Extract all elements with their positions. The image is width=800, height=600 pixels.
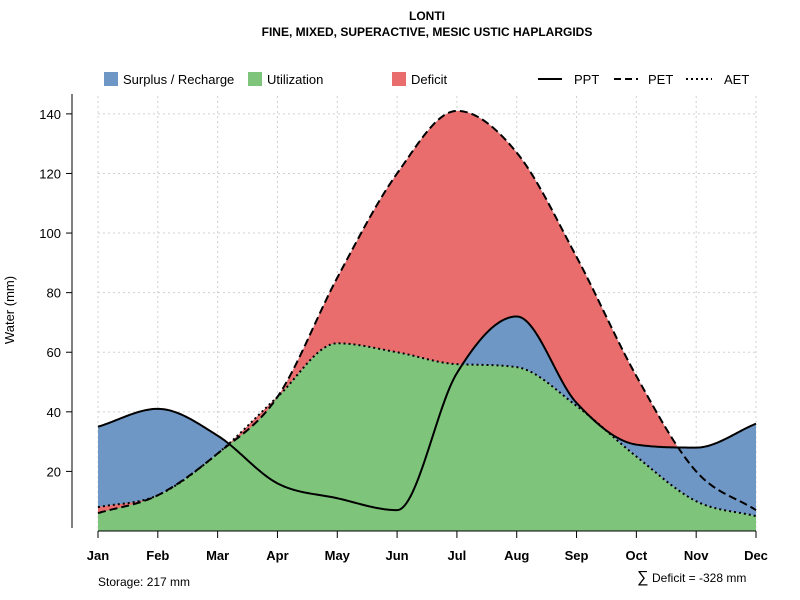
y-tick-label: 60 bbox=[47, 345, 61, 360]
legend-label-surplus: Surplus / Recharge bbox=[123, 72, 234, 87]
legend-label-pet: PET bbox=[648, 72, 673, 87]
x-tick-label: Dec bbox=[744, 548, 768, 563]
x-tick-label: Mar bbox=[206, 548, 229, 563]
area-utilization bbox=[98, 343, 756, 531]
x-tick-label: Aug bbox=[504, 548, 529, 563]
storage-note: Storage: 217 mm bbox=[98, 575, 190, 589]
area-layer bbox=[98, 110, 756, 531]
legend-swatch-utilization bbox=[248, 72, 262, 86]
line-layer bbox=[97, 109, 757, 518]
y-tick-label: 20 bbox=[47, 464, 61, 479]
y-ticks: 20 40 60 80 100 120 140 bbox=[39, 107, 72, 479]
legend-label-utilization: Utilization bbox=[267, 72, 323, 87]
legend-label-deficit: Deficit bbox=[411, 72, 448, 87]
legend: Surplus / Recharge Utilization Deficit P… bbox=[104, 72, 749, 87]
x-ticks: Jan Feb Mar Apr May Jun Jul Aug Sep Oct Nov Dec bbox=[87, 531, 768, 563]
y-tick-label: 140 bbox=[39, 107, 61, 122]
legend-swatch-deficit bbox=[392, 72, 406, 86]
x-tick-label: Apr bbox=[266, 548, 288, 563]
x-tick-label: Sep bbox=[565, 548, 589, 563]
sum-icon: ∑ bbox=[637, 569, 648, 586]
axes bbox=[71, 94, 756, 532]
x-tick-label: Nov bbox=[684, 548, 709, 563]
y-tick-label: 80 bbox=[47, 286, 61, 301]
y-tick-label: 120 bbox=[39, 166, 61, 181]
series-line-aet bbox=[97, 342, 757, 518]
chart-subtitle: FINE, MIXED, SUPERACTIVE, MESIC USTIC HA… bbox=[262, 25, 593, 39]
x-tick-label: May bbox=[325, 548, 351, 563]
legend-swatch-surplus bbox=[104, 72, 118, 86]
x-tick-label: Feb bbox=[146, 548, 169, 563]
deficit-note: Deficit = -328 mm bbox=[652, 571, 746, 585]
x-tick-label: Oct bbox=[626, 548, 648, 563]
series-line-ppt bbox=[97, 315, 757, 512]
legend-label-aet: AET bbox=[724, 72, 749, 87]
y-tick-label: 100 bbox=[39, 226, 61, 241]
x-tick-label: Jul bbox=[448, 548, 467, 563]
x-tick-label: Jan bbox=[87, 548, 109, 563]
chart-title: LONTI bbox=[409, 9, 445, 23]
legend-label-ppt: PPT bbox=[574, 72, 599, 87]
x-tick-label: Jun bbox=[386, 548, 409, 563]
y-tick-label: 40 bbox=[47, 405, 61, 420]
y-axis-label: Water (mm) bbox=[2, 276, 17, 344]
